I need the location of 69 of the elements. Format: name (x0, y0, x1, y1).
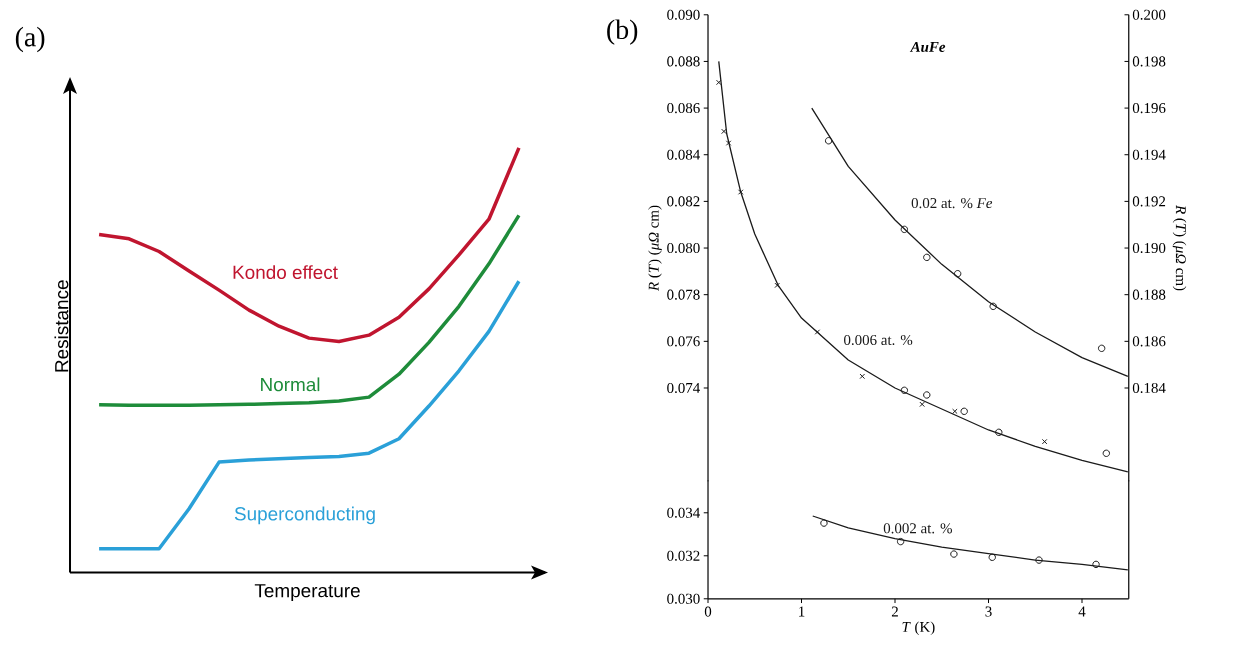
point (953, 269, 962, 278)
y-tick-label: 0.084 (667, 149, 700, 160)
point (919, 401, 925, 408)
x-tick-label: 3 (985, 606, 992, 617)
chart-title: (a) (15, 26, 45, 53)
y-axis-title: Resistance (54, 280, 69, 372)
y2-tick-label: 0.200 (1132, 9, 1166, 20)
series-label: Normal (261, 377, 320, 392)
point (824, 137, 833, 145)
point (737, 189, 744, 195)
point (774, 282, 780, 289)
point (952, 408, 958, 415)
point (960, 407, 968, 416)
y2-tick-label: 0.184 (1132, 382, 1166, 394)
point (716, 79, 722, 86)
point (1092, 560, 1100, 569)
series-label: 0.002 at. % (883, 523, 953, 534)
point (900, 386, 909, 395)
point (988, 553, 996, 561)
y-tick-label: 0.086 (667, 103, 700, 114)
line-series (812, 515, 1129, 571)
x-tick-label: 4 (1078, 606, 1086, 617)
y2-tick-label: 0.186 (1132, 336, 1166, 347)
y-tick-label: 0.074 (667, 382, 700, 394)
point (950, 550, 958, 558)
y-tick-label: 0.082 (667, 196, 700, 207)
series-label: 0.02 at. % Fe (911, 198, 993, 209)
y-axis-title: R (T) (μΩ cm) (648, 205, 662, 292)
point (896, 537, 905, 546)
point (721, 128, 727, 135)
point (859, 373, 866, 380)
annotation: AuFe (909, 41, 946, 52)
y2-tick-label: 0.198 (1132, 56, 1166, 67)
x-tick-label: 1 (799, 606, 805, 617)
y2-tick-label: 0.194 (1132, 149, 1166, 160)
point (725, 140, 732, 146)
point (814, 329, 821, 335)
y-tick-label: 0.076 (667, 336, 700, 347)
point (1035, 556, 1043, 564)
x-tick-label: 0 (704, 606, 712, 617)
x-axis-title: Temperature (254, 584, 360, 602)
y-tick-label: 0.032 (667, 550, 700, 561)
series-label: 0.006 at. % (844, 334, 913, 346)
line-series (811, 107, 1129, 377)
y2-tick-label: 0.196 (1132, 103, 1166, 114)
point (995, 428, 1003, 436)
series-label: Kondo effect (233, 265, 338, 280)
x-axis-title: T (K) (902, 621, 935, 636)
y-tick-label: 0.090 (667, 9, 700, 20)
y-tick-label: 0.080 (667, 242, 700, 254)
point (1041, 438, 1048, 445)
y2-tick-label: 0.192 (1132, 196, 1166, 207)
x-tick-label: 2 (891, 606, 898, 617)
point (900, 225, 909, 234)
y2-tick-label: 0.188 (1132, 289, 1166, 300)
point (1097, 344, 1106, 353)
y-tick-label: 0.088 (667, 56, 700, 67)
point (923, 253, 931, 262)
chart-title: (b) (607, 19, 638, 45)
y-tick-label: 0.030 (667, 593, 700, 604)
point (1102, 449, 1111, 457)
y2-tick-label: 0.190 (1132, 242, 1166, 254)
point (989, 302, 997, 311)
point (820, 519, 828, 527)
series-label: Superconducting (234, 506, 375, 525)
y-tick-label: 0.034 (667, 507, 700, 518)
y2-axis-title: R (T) (μΩ cm) (1172, 204, 1187, 291)
point (923, 391, 931, 399)
y-tick-label: 0.078 (667, 289, 700, 300)
